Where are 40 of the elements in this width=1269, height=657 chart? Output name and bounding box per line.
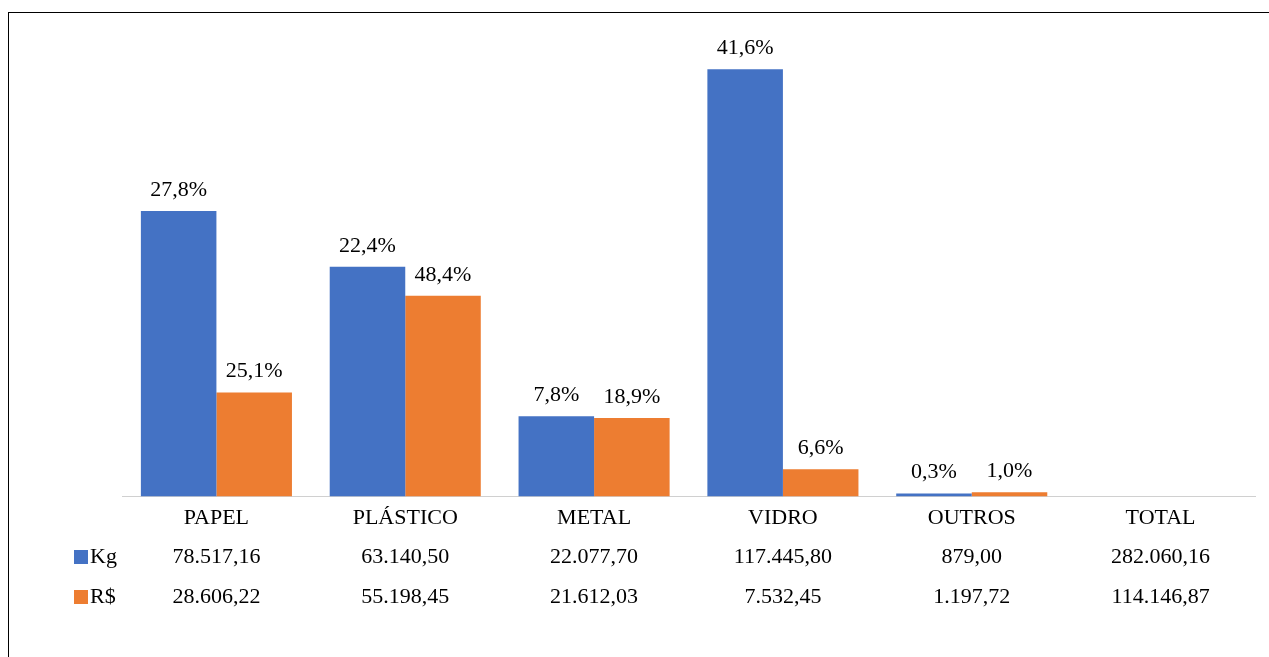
x-tick-label: OUTROS <box>927 503 1016 529</box>
legend-label: R$ <box>90 582 116 608</box>
data-label: 22.077,70 <box>550 542 639 568</box>
data-label: 78.517,16 <box>172 542 261 568</box>
bar <box>140 210 217 497</box>
data-label: 1.197,72 <box>933 582 1011 608</box>
data-label: 21.612,03 <box>550 582 639 608</box>
annotation: 6,6% <box>797 433 844 459</box>
data-label: 879,00 <box>941 542 1002 568</box>
bar <box>216 392 292 497</box>
x-tick-label: VIDRO <box>748 503 818 529</box>
bar <box>782 469 859 497</box>
annotation: 27,8% <box>150 175 208 201</box>
annotation: 1,0% <box>986 457 1033 483</box>
bar <box>594 417 670 497</box>
x-tick-label: METAL <box>557 503 632 529</box>
data-label: 7.532,45 <box>744 582 822 608</box>
bar <box>971 492 1048 497</box>
data-label: 117.445,80 <box>733 542 833 568</box>
data-label: 63.140,50 <box>361 542 450 568</box>
x-tick-label: PAPEL <box>183 503 250 529</box>
x-tick-label: TOTAL <box>1125 503 1196 529</box>
annotation: 48,4% <box>414 260 472 286</box>
annotation: 7,8% <box>533 381 580 407</box>
bar <box>518 416 595 497</box>
annotation: 22,4% <box>339 231 396 257</box>
text: 282.060,16 <box>1111 542 1211 568</box>
bar <box>707 69 783 497</box>
annotation: 0,3% <box>911 458 957 484</box>
bar <box>329 266 406 497</box>
bar <box>405 295 481 497</box>
text: 114.146,87 <box>1111 582 1210 608</box>
annotation: 41,6% <box>716 34 774 60</box>
data-label: 55.198,45 <box>361 582 450 608</box>
legend-label: Kg <box>90 542 117 568</box>
bar <box>896 493 972 497</box>
annotation: 18,9% <box>603 382 661 408</box>
annotation: 25,1% <box>225 357 283 383</box>
data-label: 28.606,22 <box>172 582 261 608</box>
x-tick-label: PLÁSTICO <box>352 503 458 529</box>
